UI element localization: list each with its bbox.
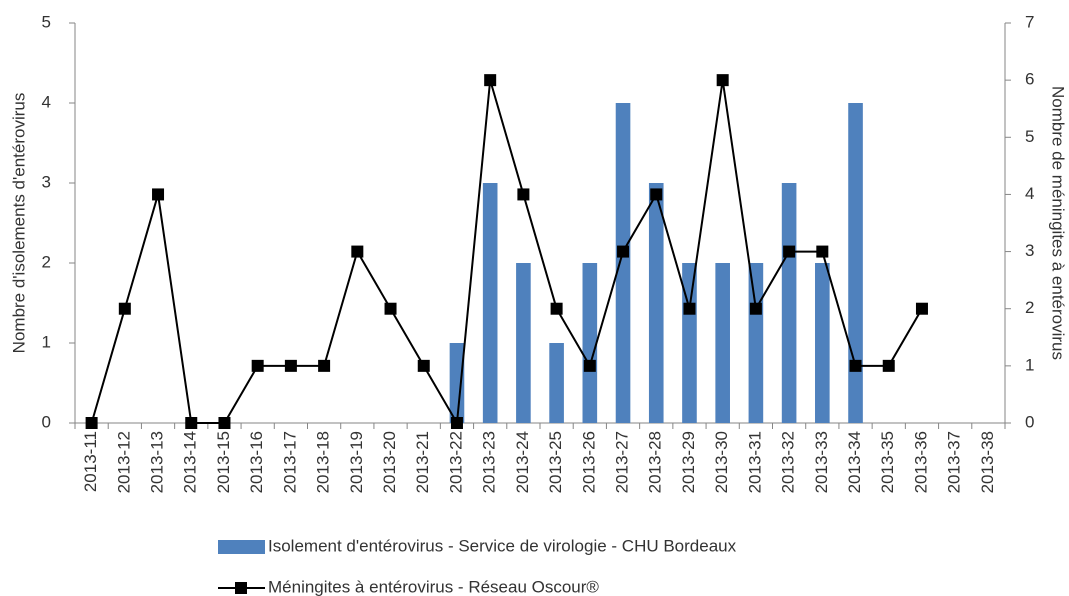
x-tick-label: 2013-25: [546, 431, 565, 493]
x-tick-label: 2013-21: [413, 431, 432, 493]
y-tick-label: 3: [42, 172, 51, 191]
bar: [781, 183, 797, 423]
x-tick-label: 2013-32: [779, 431, 798, 493]
x-tick-label: 2013-19: [347, 431, 366, 493]
x-tick-label: 2013-14: [181, 431, 200, 493]
line: [90, 79, 923, 427]
line-marker: [882, 359, 895, 372]
x-tick-label: 2013-22: [446, 431, 465, 493]
y2-axis-title: Nombre de méningites à entérovirus: [1049, 86, 1068, 360]
line-marker: [517, 188, 530, 201]
x-tick-label: 2013-17: [280, 431, 299, 493]
legend-marker: [235, 582, 247, 594]
line-marker: [351, 245, 364, 258]
line-marker: [218, 417, 231, 429]
x-tick-label: 2013-27: [613, 431, 632, 493]
bar: [648, 183, 664, 423]
y2-tick-label: 6: [1025, 70, 1034, 89]
y-tick-label: 1: [42, 332, 51, 351]
x-tick-label: 2013-11: [81, 431, 100, 492]
bar: [516, 263, 531, 423]
x-tick-label: 2013-18: [314, 431, 333, 493]
line-marker: [550, 302, 563, 315]
line-marker: [617, 245, 630, 258]
y-tick-label: 5: [42, 12, 51, 31]
y-tick-label: 0: [42, 412, 51, 431]
line-marker: [284, 359, 297, 372]
line-marker: [915, 302, 928, 315]
x-tick-label: 2013-16: [247, 431, 266, 493]
bar: [848, 103, 863, 423]
y2-tick-label: 3: [1025, 241, 1034, 260]
line-marker: [849, 359, 862, 372]
line-marker: [683, 302, 696, 315]
y2-tick-label: 7: [1025, 12, 1034, 31]
x-tick-label: 2013-20: [380, 431, 399, 493]
bar: [549, 343, 564, 423]
x-tick-label: 2013-24: [513, 431, 532, 493]
x-tick-label: 2013-30: [712, 431, 731, 493]
bar: [815, 263, 830, 423]
line-marker: [251, 359, 264, 372]
x-tick-label: 2013-35: [878, 431, 897, 493]
line-marker: [384, 302, 397, 315]
line-marker: [583, 359, 596, 372]
bar: [582, 263, 598, 423]
x-tick-label: 2013-34: [845, 431, 864, 493]
line-marker: [152, 188, 165, 201]
y2-tick-label: 2: [1025, 298, 1034, 317]
x-tick-label: 2013-26: [579, 431, 598, 493]
line-marker: [749, 302, 762, 315]
line-marker: [783, 245, 796, 258]
bar: [715, 263, 730, 423]
line-marker: [318, 359, 331, 372]
x-tick-label: 2013-29: [679, 431, 698, 493]
x-tick-label: 2013-31: [745, 431, 764, 493]
legend-label: Méningites à entérovirus - Réseau Oscour…: [268, 577, 599, 596]
bar: [449, 343, 465, 423]
legend-swatch: [218, 540, 265, 554]
line-marker: [650, 188, 663, 201]
x-tick-label: 2013-23: [480, 431, 499, 493]
y-tick-label: 4: [42, 92, 51, 111]
line-marker: [484, 74, 497, 87]
line-marker: [185, 417, 198, 429]
y2-tick-label: 0: [1025, 412, 1034, 431]
y2-tick-label: 1: [1025, 355, 1034, 374]
y2-tick-label: 5: [1025, 127, 1034, 146]
line-marker: [85, 417, 98, 429]
x-tick-label: 2013-12: [114, 431, 133, 493]
line-marker: [450, 417, 463, 429]
x-tick-label: 2013-36: [911, 431, 930, 493]
y-axis-title: Nombre d'isolements d'entérovirus: [9, 93, 28, 354]
line-marker: [716, 74, 729, 87]
x-tick-label: 2013-15: [214, 431, 233, 493]
bar: [748, 263, 764, 423]
x-tick-label: 2013-37: [945, 431, 964, 493]
line-marker: [118, 302, 131, 315]
y2-tick-label: 4: [1025, 184, 1034, 203]
bar: [482, 183, 498, 423]
line-marker: [417, 359, 430, 372]
bar: [615, 103, 631, 423]
y-tick-label: 2: [42, 252, 51, 271]
x-tick-label: 2013-38: [978, 431, 997, 493]
line-marker: [816, 245, 829, 258]
legend-label: Isolement d'entérovirus - Service de vir…: [268, 536, 737, 555]
bar: [682, 263, 697, 423]
x-tick-label: 2013-33: [812, 431, 831, 493]
x-tick-label: 2013-28: [646, 431, 665, 493]
x-tick-label: 2013-13: [148, 431, 167, 493]
